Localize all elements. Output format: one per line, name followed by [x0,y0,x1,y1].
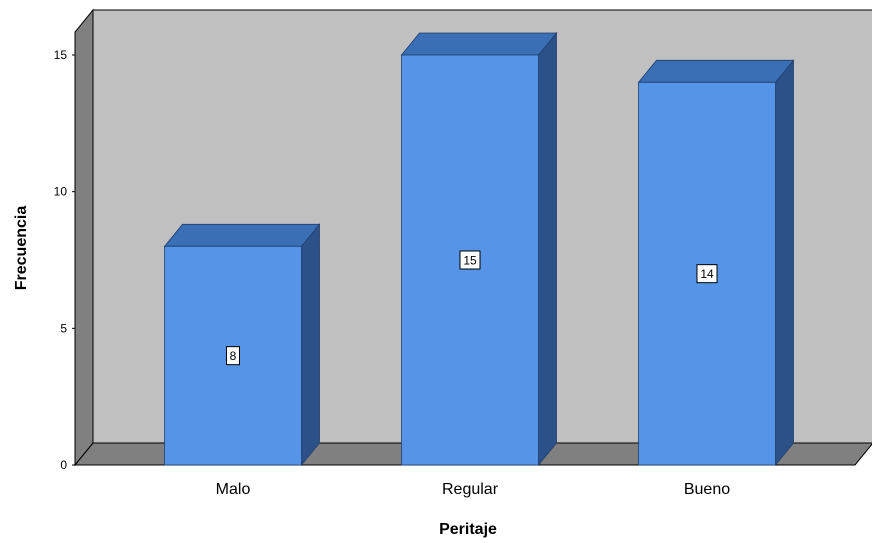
bar-malo: 8 [163,223,321,467]
bar-top [400,32,558,56]
bar-side [775,59,794,467]
y-tick-label: 0 [60,458,67,472]
chart-left-wall [74,8,94,467]
bar-top [163,223,321,247]
y-tick-label: 15 [54,48,68,62]
data-label-box [226,346,240,366]
y-tick-label: 10 [54,185,68,199]
data-label: 15 [463,254,477,268]
x-category-label: Regular [442,481,499,498]
bars-group: 8 15 14 [163,31,795,467]
x-axis-title: Peritaje [439,521,497,538]
bar-bueno: 14 [637,59,795,467]
data-label: 14 [700,267,714,281]
y-tick-label: 5 [60,321,67,335]
data-label-box [696,264,718,284]
bar-side [538,31,557,467]
data-label-box [459,250,481,270]
x-axis-categories: Malo Regular Bueno [216,481,731,498]
y-axis-title: Frecuencia [13,206,30,291]
bar-side [301,223,320,467]
bar-top [637,59,795,83]
x-category-label: Bueno [684,481,730,498]
data-label: 8 [230,349,237,363]
bar-regular: 15 [400,31,558,467]
y-axis-ticks: 0 5 10 15 [54,48,75,472]
x-category-label: Malo [216,481,251,498]
